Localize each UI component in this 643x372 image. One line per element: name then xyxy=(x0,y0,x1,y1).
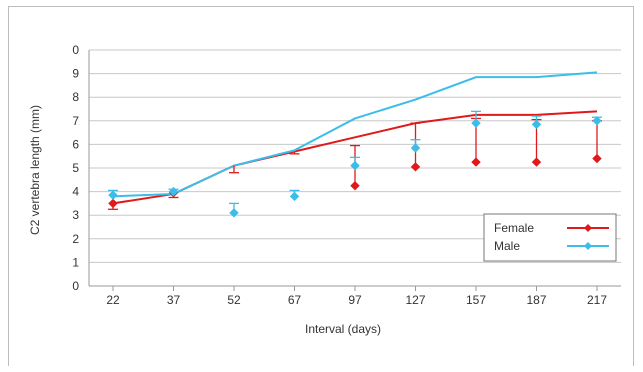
y-axis-label: C2 vertebra length (mm) xyxy=(28,105,42,235)
y-tick-label: 4 xyxy=(72,185,79,199)
y-tick-label: 0 xyxy=(72,43,79,57)
x-tick-label: 22 xyxy=(106,293,120,307)
legend-marker-male xyxy=(584,242,592,250)
legend-box xyxy=(483,213,617,262)
female-data-point xyxy=(471,157,481,167)
female-error-bar xyxy=(289,151,300,155)
female-data-point xyxy=(350,180,360,191)
axes xyxy=(88,50,621,291)
x-tick-label: 67 xyxy=(288,293,302,307)
male-data-point xyxy=(471,118,481,128)
female-data-point xyxy=(410,162,421,172)
series-lines xyxy=(112,71,598,205)
x-tick-label: 37 xyxy=(167,293,181,307)
x-tick-label: 97 xyxy=(348,293,362,307)
y-tick-label: 7 xyxy=(72,114,79,128)
y-tick-label: 5 xyxy=(72,161,79,175)
male-series-line xyxy=(112,71,598,198)
female-error-bar xyxy=(229,165,239,174)
y-tick-label: 1 xyxy=(72,255,79,269)
male-data-point xyxy=(289,191,300,202)
female-error-bar xyxy=(592,120,602,159)
x-tick-label: 127 xyxy=(405,293,425,307)
legend-marker-female xyxy=(584,224,592,232)
male-data-point xyxy=(350,160,360,171)
male-data-point xyxy=(168,186,179,197)
y-tick-label: 3 xyxy=(72,208,79,222)
male-data-point xyxy=(410,143,421,153)
x-tick-label: 187 xyxy=(526,293,546,307)
y-tick-label: 2 xyxy=(72,232,79,246)
legend: Female Male xyxy=(483,213,617,262)
x-tick-label: 157 xyxy=(466,293,486,307)
male-data-point xyxy=(229,208,239,218)
legend-label-female: Female xyxy=(494,221,534,235)
legend-label-male: Male xyxy=(494,239,520,253)
male-data-point xyxy=(592,116,602,126)
y-tick-label: 9 xyxy=(72,67,79,81)
x-tick-label: 217 xyxy=(587,293,607,307)
male-data-point xyxy=(531,119,542,130)
y-tick-label: 8 xyxy=(72,90,79,104)
female-data-point xyxy=(531,157,542,167)
chart-frame: 0 1 2 3 4 5 6 7 8 9 0 22 37 52 67 97 127 157 187 217 C2 ver… xyxy=(8,6,634,366)
female-data-point xyxy=(108,198,118,209)
y-tick-label: 0 xyxy=(72,279,79,293)
y-tick-label: 6 xyxy=(72,137,79,151)
female-data-point xyxy=(592,153,602,164)
x-tick-label: 52 xyxy=(227,293,241,307)
series-points xyxy=(108,116,602,218)
x-axis-label: Interval (days) xyxy=(305,322,381,336)
male-data-point xyxy=(108,190,118,200)
